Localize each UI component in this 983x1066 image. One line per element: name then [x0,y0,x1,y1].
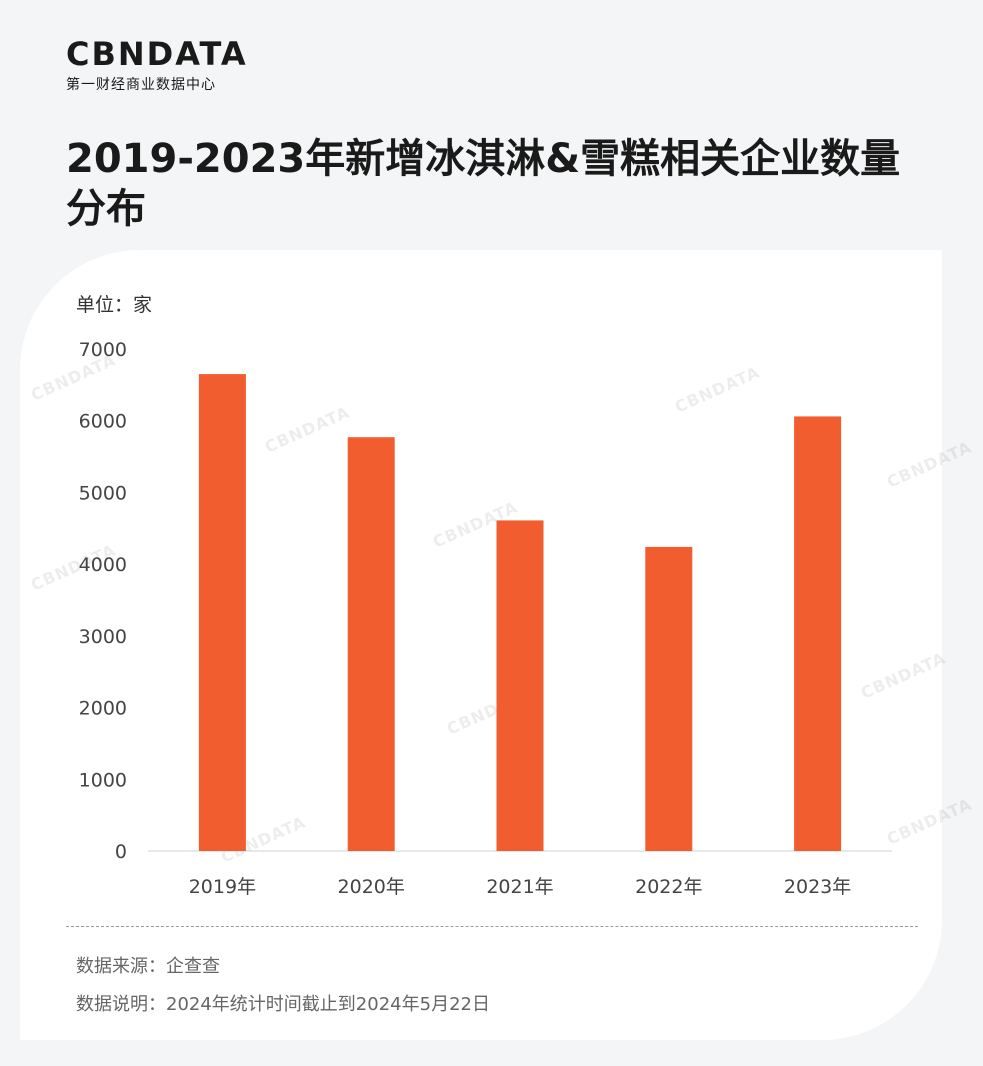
bar [347,437,395,851]
x-tick-label: 2022年 [635,876,702,898]
y-tick-label: 7000 [79,339,127,361]
divider [66,926,918,927]
x-tick-label: 2020年 [338,876,405,898]
source-note: 数据来源：企查查 [76,956,220,977]
x-tick-label: 2023年 [784,876,851,898]
y-tick-label: 0 [115,841,127,863]
x-tick-label: 2019年 [189,876,256,898]
bar [198,374,246,851]
bar [496,520,544,851]
description-note: 数据说明：2024年统计时间截止到2024年5月22日 [76,994,490,1015]
brand-logo: CBNDATA 第一财经商业数据中心 [66,36,248,94]
y-tick-label: 3000 [79,626,127,648]
chart-card [20,250,942,1040]
y-tick-label: 5000 [79,482,127,504]
logo-subtitle: 第一财经商业数据中心 [66,77,216,93]
logo-text: CBNDATA [66,35,248,73]
y-tick-label: 1000 [79,769,127,791]
y-tick-label: 4000 [79,554,127,576]
bar [645,546,693,851]
bar [794,416,842,851]
unit-label: 单位：家 [76,294,153,316]
y-tick-label: 6000 [79,411,127,433]
chart-title: 2019-2023年新增冰淇淋&雪糕相关企业数量分布 [66,136,901,232]
x-tick-label: 2021年 [486,876,553,898]
y-tick-label: 2000 [79,698,127,720]
